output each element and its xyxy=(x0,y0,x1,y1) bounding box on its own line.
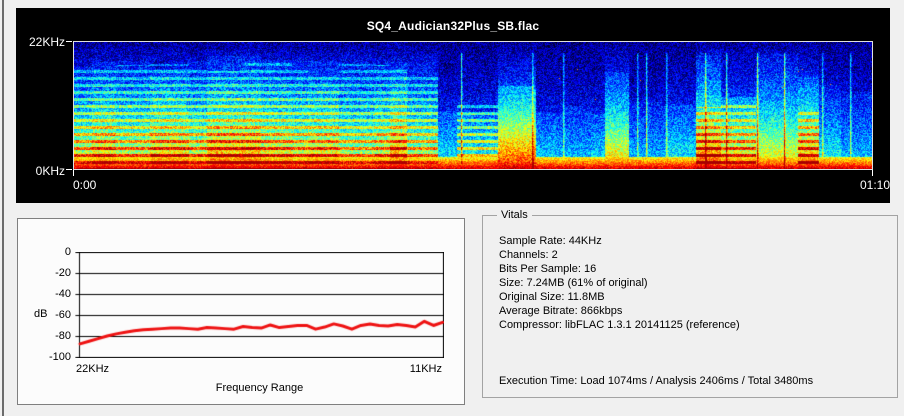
x-axis-title: Frequency Range xyxy=(215,382,304,394)
db-tick-60: -60 xyxy=(55,309,71,321)
spectrogram-ytick-bottom xyxy=(66,169,72,170)
spectrogram-xtick-start xyxy=(73,170,74,176)
spectrogram-freq-min-label: 0KHz xyxy=(35,164,65,178)
spectrogram-xtick-end xyxy=(872,170,873,176)
vitals-groupbox-title: Vitals xyxy=(497,209,532,221)
db-tick-20: -20 xyxy=(55,267,71,279)
db-tick-0: 0 xyxy=(64,246,71,258)
spectrogram-panel: SQ4_Audician32Plus_SB.flac 22KHz 0KHz 0:… xyxy=(16,8,890,203)
frequency-range-chart-panel: 0 -20 -40 -60 -80 -100 dB 22KHz 11KHz Fr… xyxy=(17,218,465,405)
x-axis-left-label: 22KHz xyxy=(76,363,110,375)
vitals-original-size: Original Size: 11.8MB xyxy=(499,291,605,303)
spectrogram-ytick-top xyxy=(66,41,72,42)
vitals-groupbox: Vitals Sample Rate: 44KHz Channels: 2 Bi… xyxy=(482,209,898,398)
window-left-edge xyxy=(2,0,4,416)
vitals-bits-per-sample: Bits Per Sample: 16 xyxy=(499,263,597,275)
vitals-channels: Channels: 2 xyxy=(499,249,558,261)
db-tick-40: -40 xyxy=(55,288,71,300)
vitals-info-list: Sample Rate: 44KHz Channels: 2 Bits Per … xyxy=(499,234,740,332)
frequency-range-plot xyxy=(75,252,444,358)
db-tick-80: -80 xyxy=(55,330,71,342)
x-axis-right-label: 11KHz xyxy=(409,363,442,375)
file-title: SQ4_Audician32Plus_SB.flac xyxy=(366,19,540,33)
vitals-sample-rate: Sample Rate: 44KHz xyxy=(499,235,602,247)
spectrogram-time-end-label: 01:10 xyxy=(859,178,890,192)
spectrogram-freq-max-label: 22KHz xyxy=(28,35,65,49)
spectrogram-heatmap xyxy=(73,41,873,170)
y-axis-label: dB xyxy=(34,308,48,320)
vitals-average-bitrate: Average Bitrate: 866kbps xyxy=(499,305,623,317)
db-tick-100: -100 xyxy=(48,351,71,363)
spectrogram-time-start-label: 0:00 xyxy=(73,178,97,192)
execution-time-status: Execution Time: Load 1074ms / Analysis 2… xyxy=(499,375,814,387)
vitals-size: Size: 7.24MB (61% of original) xyxy=(499,277,648,289)
vitals-compressor: Compressor: libFLAC 1.3.1 20141125 (refe… xyxy=(499,319,740,331)
